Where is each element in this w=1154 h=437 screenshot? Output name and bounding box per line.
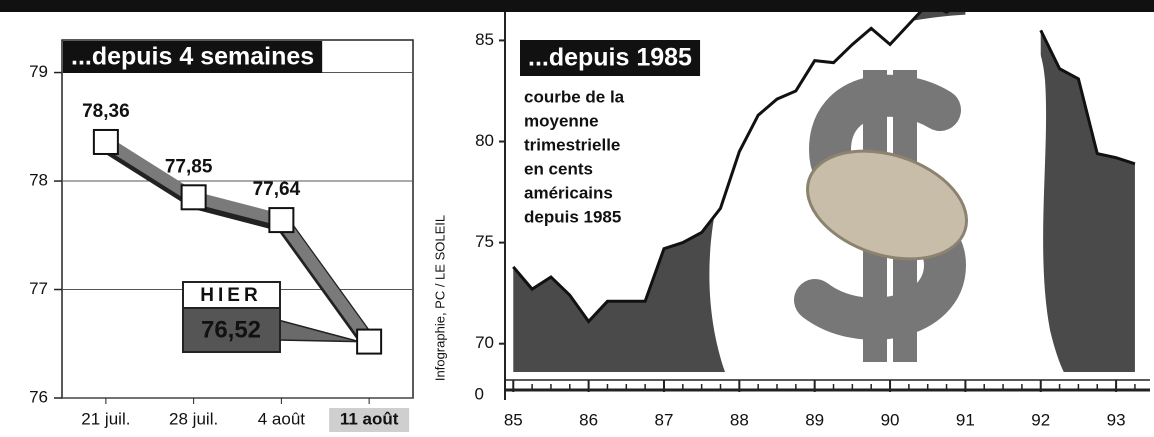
x-tick-label: 85 xyxy=(504,410,523,429)
annotation: depuis 1985 xyxy=(524,207,621,226)
annotation: courbe de la xyxy=(524,87,625,106)
source: Infographie, PC / LE SOLEIL xyxy=(432,215,447,381)
y-tick-label: 78 xyxy=(29,171,48,190)
point-marker xyxy=(269,208,293,232)
point-marker xyxy=(357,330,381,354)
y-tick-label: 0 xyxy=(475,384,484,403)
x-tick-label: 28 juil. xyxy=(169,409,218,428)
x-tick-label: 92 xyxy=(1031,410,1050,429)
data-label: 77,64 xyxy=(253,179,301,200)
x-tick-label: 4 août xyxy=(258,409,306,428)
annotation: américains xyxy=(524,183,613,202)
x-tick-label: 91 xyxy=(956,410,975,429)
data-label: 76,52 xyxy=(201,316,261,343)
x-tick-label: 87 xyxy=(655,410,674,429)
y-tick-label: 85 xyxy=(475,30,494,49)
area-fill xyxy=(1041,30,1135,372)
y-tick-label: 77 xyxy=(29,279,48,298)
annotation: trimestrielle xyxy=(524,135,620,154)
y-tick-label: 80 xyxy=(475,131,494,150)
annotation: en cents xyxy=(524,159,593,178)
x-tick-label: 89 xyxy=(805,410,824,429)
x-tick-label: 21 juil. xyxy=(81,409,130,428)
y-tick-label: 70 xyxy=(475,333,494,352)
data-label: 77,85 xyxy=(165,156,213,177)
x-tick-label: 86 xyxy=(579,410,598,429)
x-tick-label: 11 août xyxy=(340,409,399,428)
infographic: 76 77 78 79 21 juil. 28 juil. 4 août 11 août HIE… xyxy=(0,0,1154,437)
annotation: moyenne xyxy=(524,111,599,130)
y-tick-label: 75 xyxy=(475,232,494,251)
chart-title: ...depuis 4 semaines xyxy=(71,43,314,71)
top-banner xyxy=(0,0,1154,12)
data-label: 78,36 xyxy=(82,101,130,122)
x-tick-label: 93 xyxy=(1107,410,1126,429)
y-tick-label: 79 xyxy=(29,62,48,81)
point-marker xyxy=(94,130,118,154)
y-tick-label: 76 xyxy=(29,387,48,406)
chart-title: ...depuis 1985 xyxy=(528,44,692,72)
callout-annotation: HIER xyxy=(200,285,261,306)
point-marker xyxy=(182,185,206,209)
x-tick-label: 88 xyxy=(730,410,749,429)
x-tick-label: 90 xyxy=(881,410,900,429)
